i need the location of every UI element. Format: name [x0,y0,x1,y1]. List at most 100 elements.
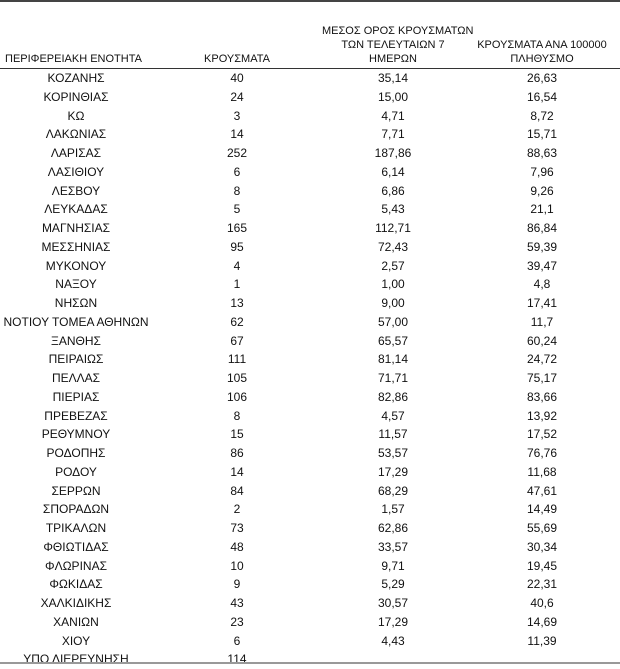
cases-cell: 9 [233,577,241,592]
table-row: ΠΙΕΡΙΑΣ 106 82,86 83,66 [0,388,620,407]
avg7-cell: 17,29 [377,464,409,479]
cases-cell: 84 [230,483,244,498]
per100k-cell: 9,26 [530,183,554,198]
per100k-cell: 88,63 [526,146,558,160]
avg7-cell: 35,14 [377,71,409,85]
per100k-cell: 75,17 [526,371,558,385]
header-avg7-line: ΜΕΣΟΣ ΟΡΟΣ ΚΡΟΥΣΜΑΤΩΝ [322,25,474,37]
avg7-cell [322,650,464,669]
cases-cell: 6 [233,633,241,648]
region-cell: ΜΑΓΝΗΣΙΑΣ [41,221,111,235]
cases-cell: 14 [230,464,244,479]
region-cell: ΤΡΙΚΑΛΩΝ [45,521,107,535]
cases-cell: 13 [230,296,244,310]
avg7-cell: 5,29 [381,577,405,592]
table-row: ΧΑΛΚΙΔΙΚΗΣ 43 30,57 40,6 [0,594,620,613]
avg7-cell: 1,57 [381,502,405,517]
per100k-cell: 39,47 [526,258,558,273]
table-row: ΛΑΚΩΝΙΑΣ 14 7,71 15,71 [0,125,620,144]
per100k-cell: 86,84 [526,221,558,235]
region-cell: ΦΘΙΩΤΙΔΑΣ [43,539,109,554]
cases-cell: 67 [230,333,244,348]
table-row: ΥΠΟ ΔΙΕΡΕΥΝΗΣΗ 114 [0,650,620,669]
cases-cell: 48 [230,539,244,554]
table-row: ΠΕΛΛΑΣ 105 71,71 75,17 [0,369,620,388]
per100k-cell [464,650,620,669]
avg7-cell: 82,86 [377,389,409,404]
per100k-cell: 17,41 [526,296,558,310]
region-cell: ΚΟΖΑΝΗΣ [47,71,105,85]
avg7-cell: 1,00 [381,277,405,292]
region-cell: ΣΕΡΡΩΝ [51,483,101,498]
cases-cell: 10 [230,558,244,573]
per100k-cell: 55,69 [526,521,558,535]
table-row: ΞΑΝΘΗΣ 67 65,57 60,24 [0,332,620,351]
region-cell: ΡΕΘΥΜΝΟΥ [41,427,111,442]
avg7-cell: 112,71 [375,221,411,235]
cases-cell: 95 [230,239,244,254]
avg7-cell: 57,00 [377,314,409,329]
table-row: ΜΥΚΟΝΟΥ 4 2,57 39,47 [0,257,620,276]
table-row: ΠΡΕΒΕΖΑΣ 8 4,57 13,92 [0,407,620,426]
avg7-cell: 53,57 [377,446,409,460]
table-row: ΡΟΔΟΠΗΣ 86 53,57 76,76 [0,444,620,463]
per100k-cell: 83,66 [526,389,558,404]
avg7-cell: 72,43 [377,239,409,254]
region-cell: ΦΩΚΙΔΑΣ [49,577,103,592]
avg7-cell: 5,43 [381,202,405,217]
region-cell: ΝΗΣΩΝ [54,296,98,310]
cases-cell: 5 [233,202,241,217]
avg7-cell: 9,00 [381,296,405,310]
table-row: ΛΕΣΒΟΥ 8 6,86 9,26 [0,182,620,201]
table-row: ΦΛΩΡΙΝΑΣ 10 9,71 19,45 [0,557,620,576]
cases-cell: 6 [233,164,241,179]
region-cell: ΛΑΡΙΣΑΣ [50,146,102,160]
per100k-cell: 19,45 [526,558,558,573]
region-cell: ΞΑΝΘΗΣ [51,333,101,348]
cases-cell: 73 [230,521,244,535]
per100k-cell: 7,96 [530,164,554,179]
per100k-cell: 17,52 [526,427,558,442]
region-cell: ΝΑΞΟΥ [55,277,97,292]
cases-cell: 8 [233,183,241,198]
avg7-cell: 30,57 [377,596,409,610]
region-cell: ΧΑΝΙΩΝ [53,614,99,629]
avg7-cell: 9,71 [381,558,405,573]
table-row: ΧΙΟΥ 6 4,43 11,39 [0,632,620,651]
per100k-cell: 30,34 [526,539,558,554]
per100k-cell: 26,63 [526,71,558,85]
region-cell: ΥΠΟ ΔΙΕΡΕΥΝΗΣΗ [23,652,129,667]
per100k-cell: 40,6 [530,596,554,610]
avg7-cell: 187,86 [374,146,412,160]
cases-cell: 24 [230,89,244,104]
header-row: ΠΕΡΙΦΕΡΕΙΑΚΗ ΕΝΟΤΗΤΑ ΚΡΟΥΣΜΑΤΑ ΜΕΣΟΣ ΟΡΟ… [0,20,620,69]
table-row: ΠΕΙΡΑΙΩΣ 111 81,14 24,72 [0,350,620,369]
header-per100k-line: ΚΡΟΥΣΜΑΤΑ ΑΝΑ 100000 [477,39,607,51]
per100k-cell: 13,92 [526,408,558,423]
table-row: ΝΟΤΙΟΥ ΤΟΜΕΑ ΑΘΗΝΩΝ 62 57,00 11,7 [0,313,620,332]
cases-cell: 23 [230,614,244,629]
per100k-cell: 11,7 [530,314,554,329]
region-cell: ΠΡΕΒΕΖΑΣ [44,408,108,423]
avg7-cell: 81,14 [377,352,409,367]
per100k-cell: 76,76 [526,446,558,460]
cases-cell: 3 [233,108,241,123]
avg7-cell: 6,14 [381,164,405,179]
per100k-cell: 16,54 [526,89,558,104]
table-row: ΡΟΔΟΥ 14 17,29 11,68 [0,463,620,482]
per100k-cell: 8,72 [530,108,554,123]
avg7-cell: 33,57 [377,539,409,554]
avg7-cell: 68,29 [377,483,409,498]
header-region: ΠΕΡΙΦΕΡΕΙΑΚΗ ΕΝΟΤΗΤΑ [0,20,152,69]
region-cell: ΛΕΣΒΟΥ [51,183,101,198]
cases-cell: 4 [233,258,241,273]
region-cell: ΠΕΛΛΑΣ [51,371,101,385]
top-border [0,0,620,2]
table-row: ΤΡΙΚΑΛΩΝ 73 62,86 55,69 [0,519,620,538]
per100k-cell: 11,39 [527,633,557,648]
region-cell: ΧΑΛΚΙΔΙΚΗΣ [40,596,112,610]
region-cell: ΠΕΙΡΑΙΩΣ [48,352,104,367]
cases-table: ΠΕΡΙΦΕΡΕΙΑΚΗ ΕΝΟΤΗΤΑ ΚΡΟΥΣΜΑΤΑ ΜΕΣΟΣ ΟΡΟ… [0,20,620,669]
cases-cell: 165 [226,221,248,235]
per100k-cell: 4,8 [533,277,551,292]
